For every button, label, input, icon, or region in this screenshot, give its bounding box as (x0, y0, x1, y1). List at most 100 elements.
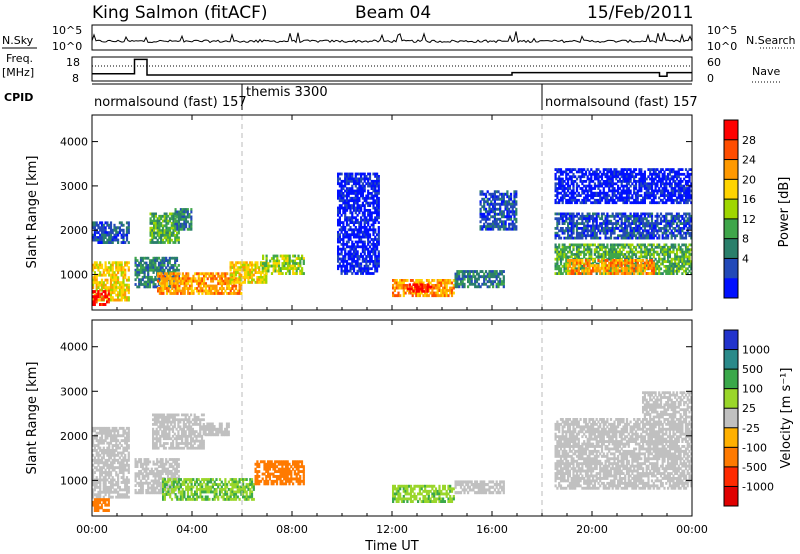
data-cell (686, 250, 689, 254)
data-cell (419, 287, 422, 291)
data-cell (570, 255, 573, 259)
data-cell (649, 168, 652, 171)
data-cell (210, 272, 213, 276)
data-cell (349, 189, 352, 193)
data-cell (638, 224, 641, 228)
data-cell (649, 236, 652, 240)
data-cell (600, 255, 604, 259)
data-cell (565, 217, 568, 221)
data-cell (683, 253, 686, 256)
data-cell (365, 199, 368, 203)
data-cell (122, 271, 125, 275)
data-cell (667, 248, 670, 252)
data-cell (565, 272, 568, 275)
data-cell (174, 292, 177, 295)
data-cell (108, 231, 111, 235)
data-cell (165, 266, 168, 270)
data-cell (658, 227, 661, 230)
data-cell (168, 229, 172, 232)
data-cell (377, 213, 380, 217)
data-cell (372, 182, 375, 186)
data-cell (217, 282, 220, 286)
data-cell (418, 294, 421, 298)
data-cell (659, 219, 663, 223)
data-cell (665, 260, 668, 263)
data-cell (418, 281, 421, 285)
data-cell (95, 297, 98, 301)
data-cell (134, 271, 137, 274)
data-cell (604, 182, 607, 186)
data-cell (556, 224, 559, 228)
data-cell (604, 234, 607, 238)
data-cell (340, 206, 343, 210)
data-cell (642, 267, 645, 271)
data-cell (595, 184, 598, 188)
data-cell (92, 298, 95, 302)
data-cell (629, 168, 632, 171)
data-cell (629, 214, 632, 218)
data-cell (620, 222, 623, 225)
data-cell (575, 259, 579, 262)
data-cell (486, 225, 489, 229)
data-cell (351, 233, 354, 237)
data-cell (376, 264, 379, 268)
data-cell (670, 219, 673, 223)
data-cell (565, 175, 568, 179)
data-cell (115, 283, 118, 287)
data-cell (645, 184, 648, 188)
data-cell (493, 270, 496, 273)
data-cell (561, 257, 564, 261)
data-cell (500, 222, 504, 226)
data-cell (360, 226, 363, 229)
data-cell (618, 194, 621, 197)
data-cell (565, 182, 568, 186)
data-cell (220, 287, 223, 290)
data-cell (187, 279, 190, 283)
data-cell (636, 201, 639, 205)
data-cell (618, 172, 621, 176)
data-cell (113, 283, 116, 287)
data-cell (145, 280, 148, 284)
data-cell (136, 275, 139, 279)
data-cell (234, 261, 238, 265)
data-cell (372, 262, 375, 266)
data-cell (338, 264, 341, 268)
data-cell (686, 229, 689, 233)
data-cell (377, 240, 380, 244)
data-cell (342, 233, 345, 237)
data-cell (575, 248, 579, 252)
nave-tick-high: 60 (707, 56, 721, 69)
data-cell (611, 194, 614, 197)
data-cell (611, 245, 614, 249)
data-cell (157, 266, 161, 270)
data-cell (634, 184, 638, 188)
data-cell (574, 261, 577, 265)
data-cell (186, 210, 189, 214)
data-cell (654, 245, 657, 249)
data-cell (125, 283, 129, 287)
data-cell (160, 214, 163, 218)
data-cell (194, 277, 197, 281)
data-cell (634, 265, 638, 268)
data-cell (113, 278, 116, 282)
data-cell (493, 190, 496, 194)
data-cell (618, 229, 621, 233)
data-cell (342, 257, 345, 261)
data-cell (561, 187, 564, 190)
data-cell (579, 231, 582, 235)
data-cell (515, 227, 518, 231)
data-cell (677, 265, 680, 268)
data-cell (93, 263, 96, 267)
data-cell (238, 268, 241, 272)
data-cell (92, 276, 95, 280)
data-cell (261, 263, 264, 267)
data-cell (515, 195, 518, 199)
data-cell (636, 180, 639, 183)
data-cell (145, 264, 148, 267)
data-cell (624, 259, 627, 262)
data-cell (365, 257, 368, 261)
data-cell (111, 266, 114, 270)
data-cell (93, 266, 96, 270)
data-cell (634, 245, 638, 249)
data-cell (484, 215, 488, 219)
